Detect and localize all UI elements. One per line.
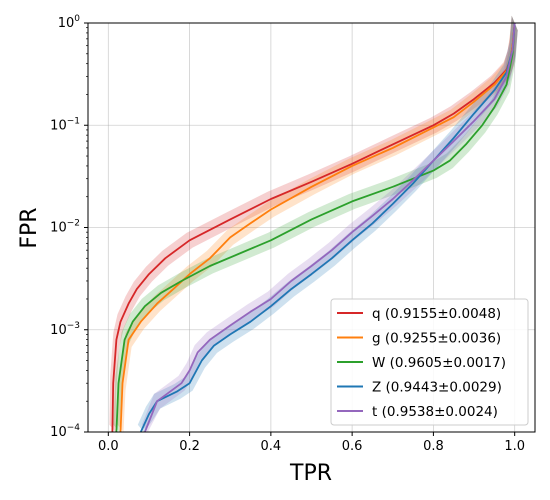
y-tick-base: 10 (50, 221, 67, 236)
y-tick-exponent: −3 (67, 321, 80, 331)
legend-entry: t (0.9538±0.0024) (372, 404, 498, 420)
y-tick-label: 10−4 (50, 423, 80, 440)
y-tick-exponent: −4 (67, 423, 81, 433)
x-tick-label: 1.0 (504, 439, 525, 454)
series-line (115, 22, 516, 433)
x-axis: 0.0 0.2 0.4 0.6 0.8 1.0 (98, 432, 525, 454)
confidence-band (113, 15, 518, 432)
y-tick-exponent: 0 (74, 14, 80, 24)
y-tick-base: 10 (50, 323, 67, 338)
series-line (119, 22, 516, 433)
x-tick-label: 0.6 (342, 439, 363, 454)
y-tick-exponent: −2 (67, 219, 80, 229)
y-tick-label: 100 (58, 14, 81, 31)
confidence-band (141, 15, 518, 432)
y-tick-base: 10 (58, 16, 75, 31)
series-lines (111, 22, 516, 433)
x-tick-label: 0.2 (179, 439, 200, 454)
legend-entry: W (0.9605±0.0017) (372, 355, 506, 371)
y-tick-base: 10 (50, 425, 67, 440)
x-tick-label: 0.4 (261, 439, 282, 454)
legend: q (0.9155±0.0048) g (0.9255±0.0036) W (0.9… (330, 298, 529, 426)
y-tick-exponent: −1 (67, 116, 80, 126)
x-axis-label: TPR (289, 461, 332, 486)
series-line (139, 22, 516, 433)
series-line (144, 22, 516, 433)
y-axis-label: FPR (17, 207, 42, 248)
legend-entry: Z (0.9443±0.0029) (372, 380, 502, 396)
legend-entry: q (0.9155±0.0048) (372, 306, 501, 322)
y-tick-label: 10−3 (50, 321, 80, 338)
y-tick-base: 10 (50, 118, 67, 133)
confidence-bands (109, 15, 518, 432)
confidence-band (137, 15, 518, 432)
x-tick-label: 0.8 (423, 439, 444, 454)
series-line (111, 22, 516, 433)
y-tick-label: 10−1 (50, 116, 80, 133)
x-tick-label: 0.0 (98, 439, 119, 454)
legend-entry: g (0.9255±0.0036) (372, 331, 501, 347)
legend-box (330, 298, 529, 426)
y-tick-label: 10−2 (50, 219, 80, 236)
